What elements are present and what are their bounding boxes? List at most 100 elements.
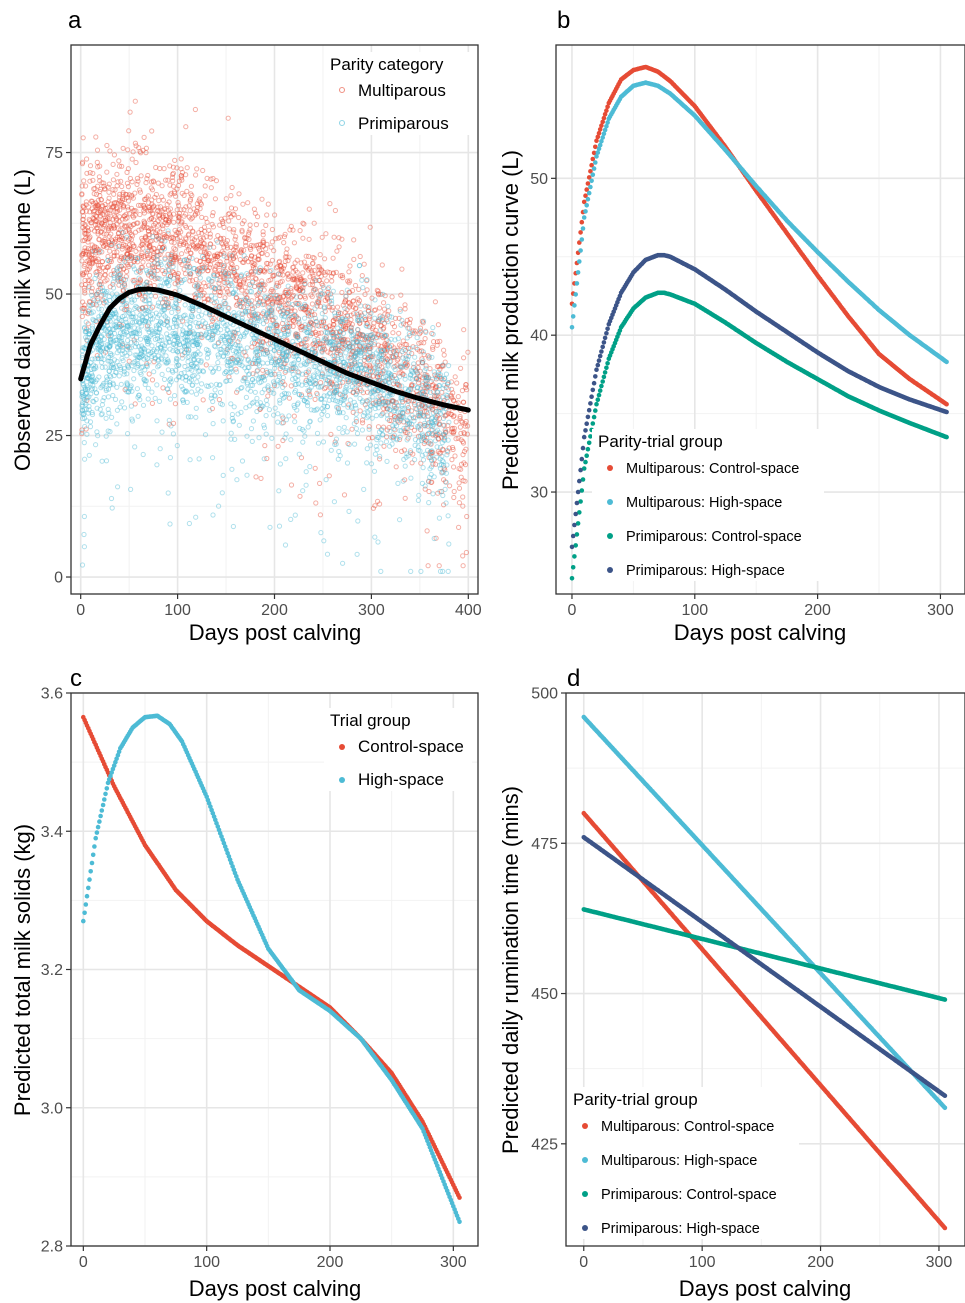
data-point (86, 252, 92, 258)
data-point (449, 457, 455, 463)
data-point (309, 270, 315, 276)
data-point (352, 282, 359, 289)
data-point (95, 209, 101, 215)
data-point (306, 307, 312, 313)
data-point (147, 242, 153, 248)
data-point (181, 239, 187, 245)
data-point (380, 335, 386, 341)
data-point (91, 191, 97, 197)
data-point (428, 479, 434, 485)
data-point (187, 274, 193, 280)
data-point (244, 295, 250, 301)
data-point (337, 351, 344, 357)
data-point (110, 216, 116, 222)
data-point (325, 304, 331, 310)
data-point (336, 339, 342, 345)
data-point (208, 241, 214, 247)
data-point (105, 215, 111, 221)
data-point (268, 244, 274, 250)
data-point (132, 277, 138, 283)
data-point (263, 347, 269, 353)
data-point (93, 191, 100, 197)
data-point (294, 285, 300, 291)
data-point (152, 276, 158, 282)
data-point (261, 240, 267, 246)
data-point (403, 360, 409, 366)
data-point (204, 259, 210, 265)
data-point (139, 235, 145, 241)
data-point (255, 257, 261, 263)
data-point (224, 347, 230, 353)
data-point (384, 427, 390, 433)
data-point (366, 336, 372, 342)
data-point (357, 370, 363, 376)
data-point (89, 242, 95, 248)
data-point (450, 397, 457, 403)
data-point (353, 353, 359, 359)
data-point (421, 434, 427, 440)
data-point (247, 318, 254, 325)
data-point (80, 299, 86, 305)
data-point (101, 180, 107, 186)
data-point (330, 322, 336, 328)
data-point (429, 330, 435, 337)
data-point (166, 389, 172, 395)
data-point (173, 193, 179, 199)
data-point (96, 220, 103, 226)
data-point (187, 264, 193, 270)
data-point (306, 358, 312, 364)
data-point (340, 346, 346, 352)
data-point (87, 278, 93, 284)
data-point (449, 386, 455, 392)
data-point (293, 300, 299, 306)
data-point (151, 260, 157, 266)
data-point (184, 165, 190, 171)
data-point (136, 306, 142, 312)
data-point (434, 384, 440, 390)
data-point (89, 259, 96, 265)
data-point (155, 213, 161, 219)
data-point (156, 244, 163, 250)
data-point (131, 337, 137, 343)
data-point (192, 295, 199, 301)
data-point (253, 222, 259, 228)
data-point (422, 486, 428, 492)
data-point (258, 241, 264, 248)
data-point (189, 215, 195, 221)
data-point (383, 355, 389, 361)
data-point (383, 403, 389, 409)
data-point (311, 276, 317, 282)
data-point (154, 275, 160, 281)
gridlines (71, 45, 478, 594)
data-point (419, 318, 425, 324)
data-point (356, 330, 362, 337)
data-point (348, 302, 354, 308)
data-point (246, 236, 252, 242)
data-point (354, 387, 360, 393)
data-point (198, 287, 204, 293)
data-point (382, 359, 388, 365)
data-point (175, 270, 181, 277)
data-point (113, 200, 119, 206)
data-point (283, 250, 289, 256)
data-point (351, 237, 357, 243)
data-point (330, 318, 336, 324)
data-point (203, 362, 209, 368)
data-point (117, 271, 124, 277)
data-point (313, 332, 319, 338)
data-point (215, 253, 221, 260)
data-point (345, 340, 352, 346)
data-point (391, 349, 397, 355)
data-point (465, 349, 471, 355)
data-point (89, 220, 95, 226)
data-point (112, 187, 118, 193)
data-point (409, 350, 415, 357)
data-point (312, 465, 318, 471)
data-point (231, 250, 237, 256)
data-point (152, 220, 158, 226)
data-point (356, 380, 362, 387)
data-point (317, 512, 323, 518)
data-point (238, 248, 244, 254)
data-point (89, 248, 95, 254)
